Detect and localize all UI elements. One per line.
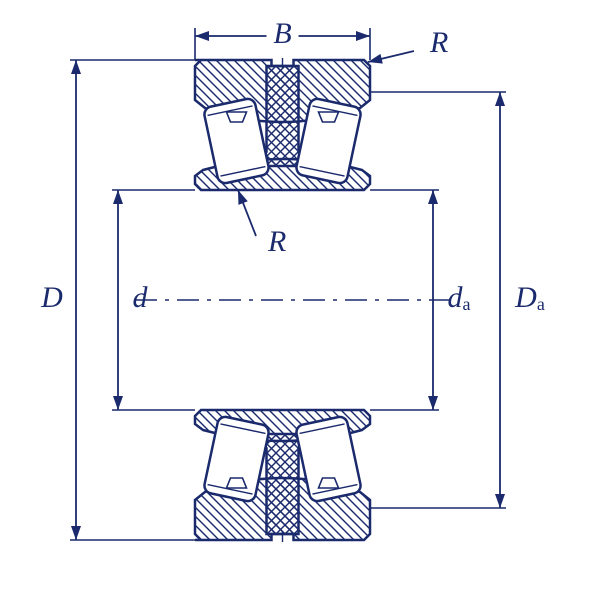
svg-text:R: R: [267, 225, 286, 258]
svg-text:D: D: [40, 281, 63, 314]
svg-text:Da: Da: [514, 281, 545, 314]
svg-text:B: B: [273, 17, 291, 50]
svg-text:R: R: [429, 26, 448, 59]
svg-text:d: d: [133, 281, 149, 314]
bearing-cross-section-diagram: B Dd da Da R R: [0, 0, 600, 600]
svg-text:da: da: [448, 281, 471, 314]
